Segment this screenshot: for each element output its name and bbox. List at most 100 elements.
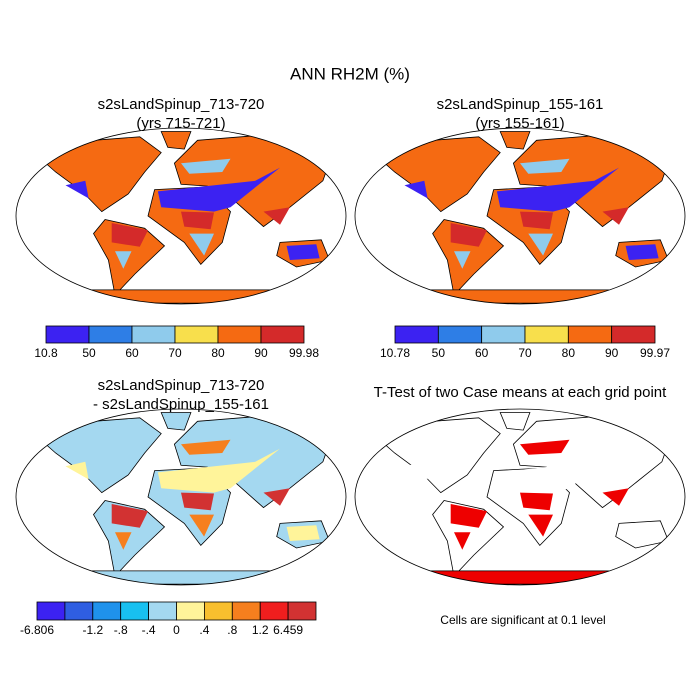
- land: [160, 131, 192, 150]
- colorbar-box: [120, 601, 149, 621]
- region: [496, 167, 619, 212]
- land: [48, 289, 314, 304]
- region: [157, 167, 280, 212]
- region: [181, 158, 231, 174]
- colorbar-label: 60: [125, 346, 139, 360]
- colorbar-box: [174, 325, 219, 344]
- region: [520, 211, 553, 230]
- panel-title: s2sLandSpinup_155-161: [437, 96, 604, 113]
- colorbar-box: [88, 325, 133, 344]
- map-border: [15, 408, 347, 586]
- region: [181, 439, 231, 455]
- colorbar-box: [45, 325, 90, 344]
- region: [528, 514, 553, 537]
- colorbar-box: [287, 601, 317, 621]
- colorbar-label: -6.806: [20, 623, 54, 637]
- land: [34, 136, 162, 213]
- land: [34, 417, 162, 494]
- colorbar-box: [394, 325, 439, 344]
- colorbar-label: -1.2: [82, 623, 103, 637]
- colorbar-box: [176, 601, 205, 621]
- land: [93, 500, 166, 578]
- panel-title: (yrs 155-161): [475, 115, 564, 132]
- region: [450, 223, 487, 247]
- map-border: [15, 127, 347, 305]
- land: [373, 136, 501, 213]
- colorbar-box: [260, 325, 305, 344]
- land: [499, 412, 531, 431]
- region: [286, 244, 320, 260]
- colorbar-label: 50: [82, 346, 96, 360]
- colorbar-label: 10.8: [34, 346, 58, 360]
- colorbar-label: 6.459: [273, 623, 303, 637]
- land: [387, 570, 653, 585]
- panel-title: s2sLandSpinup_713-720: [98, 377, 265, 394]
- figure-title: ANN RH2M (%): [290, 64, 410, 83]
- colorbar-label: 99.97: [640, 346, 670, 360]
- region: [404, 461, 428, 480]
- colorbar-label: 50: [432, 346, 446, 360]
- colorbar-box: [231, 601, 261, 621]
- land: [432, 219, 505, 297]
- land: [432, 500, 505, 578]
- colorbar-box: [217, 325, 262, 344]
- colorbar-label: 80: [562, 346, 576, 360]
- region: [528, 233, 553, 256]
- colorbar-box: [131, 325, 176, 344]
- land: [387, 289, 653, 304]
- colorbar-box: [92, 601, 122, 621]
- region: [115, 251, 132, 269]
- region: [625, 244, 659, 260]
- region: [454, 251, 471, 269]
- map-border: [354, 408, 686, 586]
- region: [65, 180, 89, 199]
- land: [499, 131, 531, 150]
- colorbar-box: [524, 325, 569, 344]
- map: [373, 131, 673, 304]
- region: [404, 180, 428, 199]
- region: [520, 439, 570, 455]
- colorbar-label: 70: [168, 346, 182, 360]
- colorbar-label: -.8: [114, 623, 128, 637]
- colorbar-box: [481, 325, 526, 344]
- land: [160, 412, 192, 431]
- colorbar-box: [203, 601, 233, 621]
- colorbar-box: [148, 601, 177, 621]
- colorbar-box: [64, 601, 94, 621]
- colorbar-label: 0: [173, 623, 180, 637]
- region: [520, 158, 570, 174]
- colorbar-label: .8: [227, 623, 237, 637]
- region: [286, 525, 320, 541]
- map: [34, 412, 334, 585]
- region: [181, 492, 214, 511]
- region: [115, 532, 132, 550]
- colorbar-label: 80: [211, 346, 225, 360]
- region: [625, 525, 659, 541]
- map: [34, 131, 334, 304]
- colorbar-label: 90: [254, 346, 268, 360]
- region: [602, 488, 629, 506]
- map-border: [354, 127, 686, 305]
- colorbar-box: [567, 325, 613, 344]
- region: [157, 448, 280, 493]
- colorbar-label: 60: [475, 346, 489, 360]
- region: [263, 207, 290, 225]
- region: [181, 211, 214, 230]
- region: [454, 532, 471, 550]
- colorbar-box: [611, 325, 656, 344]
- colorbar-label: 1.2: [252, 623, 269, 637]
- land: [373, 417, 501, 494]
- region: [602, 207, 629, 225]
- region: [189, 233, 214, 256]
- land: [93, 219, 166, 297]
- colorbar-label: 99.98: [289, 346, 319, 360]
- panel-title: - s2sLandSpinup_155-161: [93, 396, 269, 413]
- colorbar-box: [437, 325, 483, 344]
- colorbar-label: 90: [605, 346, 619, 360]
- panel-title: s2sLandSpinup_713-720: [98, 96, 265, 113]
- colorbar-label: -.4: [142, 623, 156, 637]
- colorbar-label: 10.78: [380, 346, 410, 360]
- region: [111, 223, 148, 247]
- colorbar-box: [259, 601, 289, 621]
- land: [48, 570, 314, 585]
